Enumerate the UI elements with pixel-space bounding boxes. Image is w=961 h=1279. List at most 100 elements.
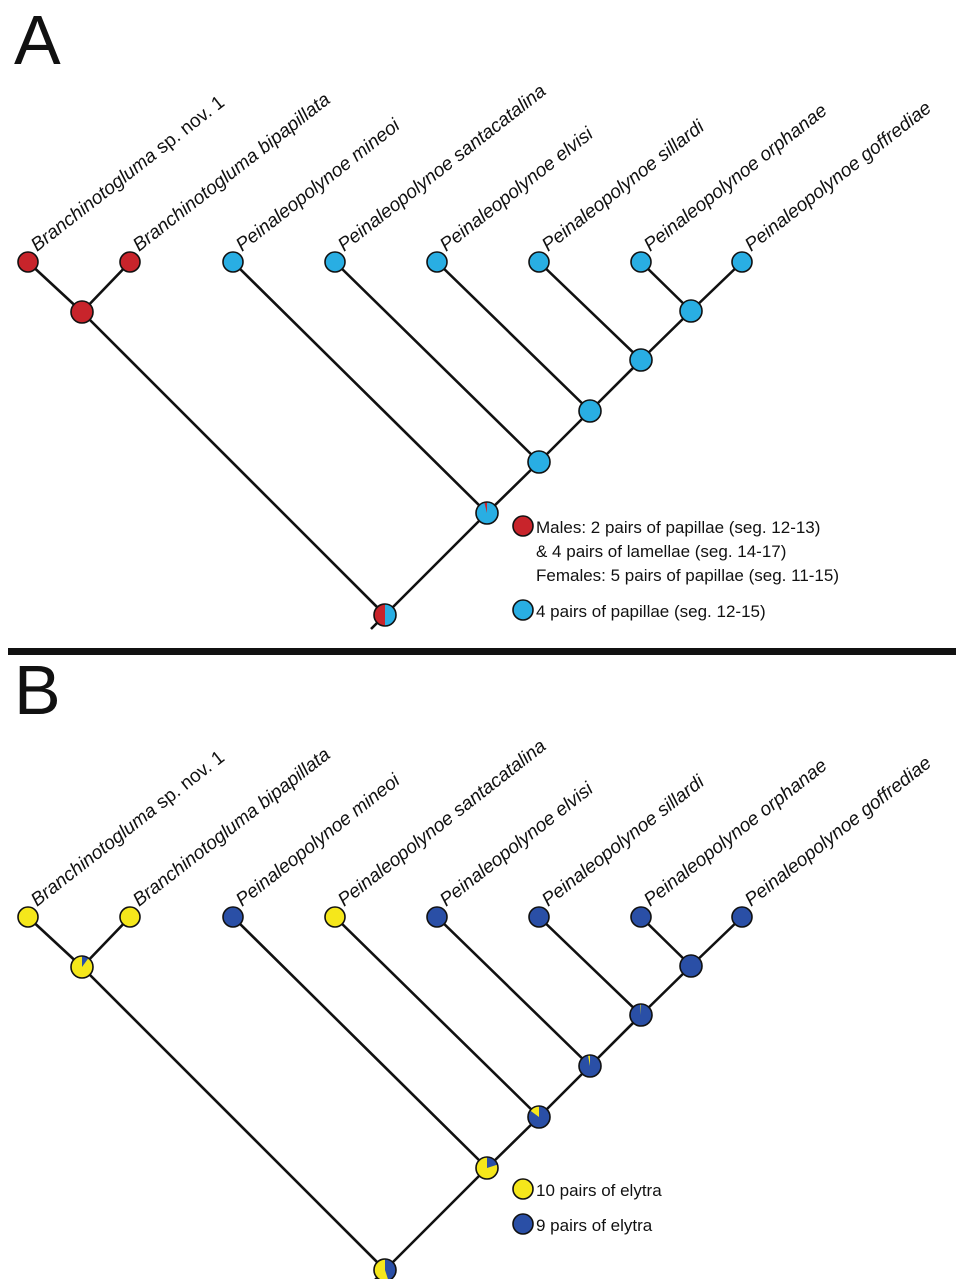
tip-node bbox=[17, 251, 39, 273]
node-peinaleopolynoe-slice bbox=[487, 1157, 498, 1168]
node-branchinotogluma bbox=[70, 300, 94, 324]
node-clade_elvisi-slice bbox=[578, 1055, 601, 1077]
node-clade_elvisi bbox=[578, 399, 602, 423]
taxon-label: Peinaleopolynoe mineoi bbox=[232, 770, 405, 911]
node-peinaleopolynoe bbox=[475, 1156, 499, 1180]
node-clade_elvisi bbox=[578, 1054, 602, 1078]
taxon-epithet: santacatalina bbox=[445, 81, 550, 170]
taxon-label: Peinaleopolynoe sillardi bbox=[538, 771, 709, 911]
tree-branch bbox=[384, 1167, 488, 1271]
taxon-label: Peinaleopolynoe sillardi bbox=[538, 116, 709, 256]
node-clade_sillardi bbox=[629, 348, 653, 372]
taxon-label: Peinaleopolynoe santacatalina bbox=[334, 736, 550, 911]
tree-branch bbox=[81, 966, 386, 1271]
taxon-epithet: goffrediae bbox=[852, 98, 936, 170]
tree-branch bbox=[436, 916, 591, 1067]
tip-node bbox=[119, 906, 141, 928]
taxon-epithet: elvisi bbox=[547, 123, 598, 169]
tip-node bbox=[731, 251, 753, 273]
taxon-rest: sp. nov. 1 bbox=[148, 92, 229, 162]
panel-a: A Branchinotogluma sp. nov. 1Branchinotog… bbox=[14, 1, 936, 630]
tip-node bbox=[630, 906, 652, 928]
legend-label: Females: 5 pairs of papillae (seg. 11-15… bbox=[536, 566, 839, 585]
tip-node bbox=[426, 906, 448, 928]
tip-node bbox=[222, 906, 244, 928]
node-branchinotogluma bbox=[70, 955, 94, 979]
taxon-label: Peinaleopolynoe goffrediae bbox=[741, 753, 935, 911]
tip-node bbox=[528, 906, 550, 928]
node-peinaleopolynoe bbox=[475, 501, 499, 525]
legend-label: 9 pairs of elytra bbox=[536, 1216, 653, 1235]
tree-branch bbox=[27, 261, 83, 313]
legend-swatch bbox=[512, 1178, 534, 1200]
taxon-label: Peinaleopolynoe goffrediae bbox=[741, 98, 935, 256]
node-clade_santacatalina-slice bbox=[527, 1106, 550, 1128]
legend-label: 4 pairs of papillae (seg. 12-15) bbox=[536, 602, 766, 621]
taxon-epithet: bipapillata bbox=[250, 89, 335, 161]
node-clade_orphanae_goffrediae bbox=[679, 954, 703, 978]
taxon-epithet: orphanae bbox=[751, 100, 831, 169]
tree-branch bbox=[538, 410, 591, 463]
taxon-label: Branchinotogluma bipapillata bbox=[129, 89, 334, 256]
taxon-label: Peinaleopolynoe orphanae bbox=[640, 755, 831, 911]
tree-branch bbox=[589, 359, 642, 412]
node-clade_sillardi-slice bbox=[630, 1004, 653, 1026]
tree-branch bbox=[384, 512, 488, 616]
tip-node bbox=[324, 251, 346, 273]
taxon-label: Peinaleopolynoe santacatalina bbox=[334, 81, 550, 256]
tree-branch bbox=[538, 261, 642, 361]
node-clade_orphanae_goffrediae bbox=[679, 299, 703, 323]
legend-label: & 4 pairs of lamellae (seg. 14-17) bbox=[536, 542, 786, 561]
tip-node bbox=[630, 251, 652, 273]
tip-node bbox=[528, 251, 550, 273]
tree-branch bbox=[486, 1116, 540, 1169]
panel-letter: B bbox=[14, 651, 61, 729]
legend-label: Males: 2 pairs of papillae (seg. 12-13) bbox=[536, 518, 820, 537]
tree-branch bbox=[334, 261, 540, 463]
panel-divider bbox=[8, 648, 956, 655]
taxon-epithet: mineoi bbox=[343, 770, 405, 825]
tree-branch bbox=[232, 261, 488, 514]
tree-branch bbox=[436, 261, 591, 412]
taxon-rest: sp. nov. 1 bbox=[148, 747, 229, 817]
tip-node bbox=[119, 251, 141, 273]
taxon-epithet: goffrediae bbox=[852, 753, 936, 825]
node-root-slice bbox=[385, 604, 396, 626]
taxon-label: Branchinotogluma sp. nov. 1 bbox=[27, 92, 229, 256]
tip-node bbox=[324, 906, 346, 928]
tree-branch bbox=[486, 461, 540, 514]
legend-label: 10 pairs of elytra bbox=[536, 1181, 662, 1200]
node-clade_santacatalina bbox=[527, 450, 551, 474]
legend-swatch bbox=[512, 599, 534, 621]
taxon-epithet: elvisi bbox=[547, 778, 598, 824]
node-root bbox=[373, 603, 397, 627]
taxon-epithet: sillardi bbox=[649, 771, 709, 824]
taxon-label: Peinaleopolynoe orphanae bbox=[640, 100, 831, 256]
tree-branch bbox=[334, 916, 540, 1118]
taxon-epithet: sillardi bbox=[649, 116, 709, 169]
taxon-epithet: mineoi bbox=[343, 115, 405, 170]
taxon-label: Peinaleopolynoe mineoi bbox=[232, 115, 405, 256]
tip-node bbox=[426, 251, 448, 273]
legend-swatch bbox=[512, 1213, 534, 1235]
tree-branch bbox=[27, 916, 83, 968]
node-clade_sillardi bbox=[629, 1003, 653, 1027]
legend-swatch bbox=[512, 515, 534, 537]
taxon-epithet: santacatalina bbox=[445, 736, 550, 825]
node-branchinotogluma-slice bbox=[82, 956, 89, 967]
taxon-epithet: orphanae bbox=[751, 755, 831, 824]
tip-node bbox=[731, 906, 753, 928]
tree-branch bbox=[538, 1065, 591, 1118]
panel-letter: A bbox=[14, 1, 61, 79]
tip-node bbox=[222, 251, 244, 273]
tree-branch bbox=[589, 1014, 642, 1067]
tree-branch bbox=[232, 916, 488, 1169]
tree-branch bbox=[538, 916, 642, 1016]
panel-b: B Branchinotogluma sp. nov. 1Branchinotog… bbox=[14, 651, 936, 1279]
taxon-epithet: bipapillata bbox=[250, 744, 335, 816]
node-root-slice bbox=[385, 1259, 396, 1279]
taxon-label: Branchinotogluma sp. nov. 1 bbox=[27, 747, 229, 911]
taxon-label: Branchinotogluma bipapillata bbox=[129, 744, 334, 911]
tip-node bbox=[17, 906, 39, 928]
